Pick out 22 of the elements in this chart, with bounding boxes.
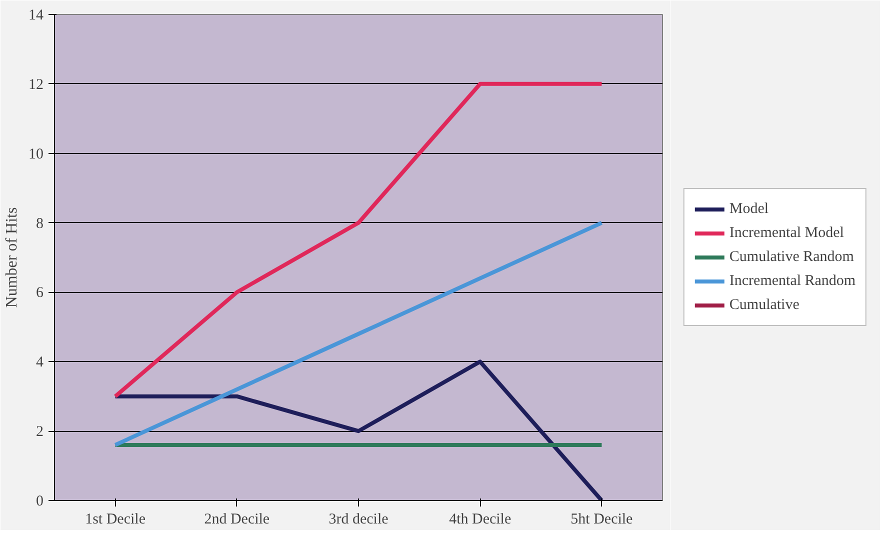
- y-tick-label: 2: [36, 424, 44, 440]
- y-tick-label: 0: [36, 494, 44, 510]
- y-tick-label: 12: [28, 76, 44, 93]
- line-series: [113, 82, 604, 398]
- x-tick-label: 3rd decile: [328, 512, 389, 528]
- legend-label: Incremental Random: [729, 272, 856, 290]
- y-axis-title: Number of Hits: [4, 207, 20, 308]
- y-tick-label: 10: [28, 146, 44, 162]
- line-series: [113, 360, 604, 500]
- x-tick-label: 1st Decile: [85, 512, 146, 528]
- x-tick-label: 4th Decile: [449, 512, 512, 528]
- y-tick-label: 8: [36, 216, 44, 232]
- line-series: [113, 220, 604, 447]
- legend-label: Cumulative: [729, 296, 800, 314]
- y-tick-label: 14: [28, 8, 44, 24]
- legend-label: Incremental Model: [729, 224, 844, 242]
- y-tick-label: 4: [36, 354, 44, 371]
- legend-label: Cumulative Random: [729, 248, 854, 266]
- legend-label: Model: [729, 200, 769, 218]
- y-tick-label: 6: [36, 285, 44, 302]
- x-tick-label: 5ht Decile: [570, 512, 634, 528]
- x-tick-label: 2nd Decile: [204, 512, 270, 528]
